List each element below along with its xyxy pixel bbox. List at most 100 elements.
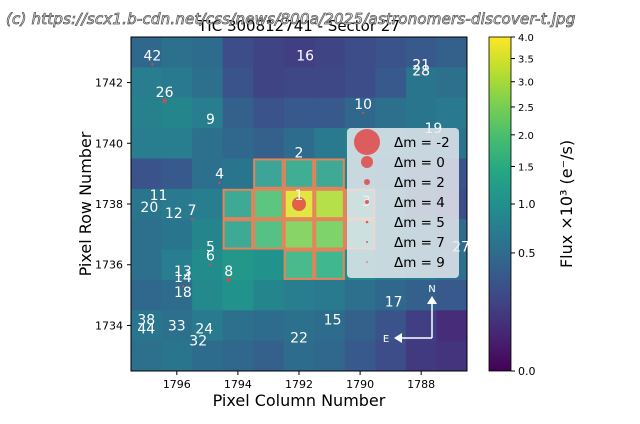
source-marker bbox=[218, 181, 221, 184]
source-label: 26 bbox=[156, 85, 174, 101]
heatmap-pixel bbox=[161, 219, 193, 251]
heatmap-pixel bbox=[436, 97, 468, 129]
source-label: 10 bbox=[354, 97, 372, 113]
source-marker bbox=[151, 63, 154, 66]
source-label: 42 bbox=[143, 48, 161, 64]
heatmap-pixel bbox=[283, 37, 315, 68]
aperture-pixel bbox=[222, 219, 254, 250]
heatmap-pixel bbox=[222, 340, 254, 372]
heatmap-pixel bbox=[314, 279, 346, 311]
colorbar bbox=[488, 36, 512, 372]
aperture-pixel bbox=[314, 219, 345, 250]
colorbar-tick-label: 2.0 bbox=[518, 131, 534, 142]
heatmap-pixel bbox=[253, 158, 285, 190]
source-marker bbox=[181, 284, 185, 288]
heatmap-pixel bbox=[192, 279, 224, 311]
compass-east-label: E bbox=[383, 334, 389, 345]
heatmap-pixel bbox=[344, 310, 376, 342]
heatmap-pixel bbox=[375, 97, 407, 129]
heatmap-pixel bbox=[161, 37, 193, 68]
source-label: 8 bbox=[224, 264, 233, 280]
source-label: 22 bbox=[290, 331, 308, 347]
heatmap-pixel bbox=[314, 249, 346, 281]
heatmap-pixel bbox=[375, 37, 407, 68]
legend-marker bbox=[366, 261, 368, 263]
y-tick-label: 1742 bbox=[95, 77, 123, 90]
x-tick-label: 1794 bbox=[224, 378, 252, 391]
legend-label: Δm = 5 bbox=[394, 215, 445, 231]
aperture-pixel bbox=[283, 158, 315, 189]
heatmap-pixel bbox=[253, 188, 285, 220]
heatmap-pixel bbox=[405, 340, 437, 372]
colorbar-tick-label: 3.0 bbox=[518, 78, 534, 89]
heatmap-pixel bbox=[314, 340, 346, 372]
legend-box bbox=[347, 128, 459, 278]
heatmap-pixel bbox=[192, 188, 224, 220]
source-label: 33 bbox=[168, 319, 186, 335]
source-label: 28 bbox=[412, 64, 430, 80]
heatmap-pixel bbox=[131, 279, 163, 311]
heatmap-pixel bbox=[161, 249, 193, 281]
source-label: 1 bbox=[295, 188, 304, 204]
heatmap-pixel bbox=[192, 128, 224, 159]
legend-label: Δm = -2 bbox=[394, 135, 450, 151]
heatmap-pixel bbox=[192, 219, 224, 251]
heatmap-pixel bbox=[344, 279, 376, 311]
x-tick-label: 1792 bbox=[285, 378, 313, 391]
source-label: 14 bbox=[174, 270, 192, 286]
heatmap-pixel bbox=[314, 158, 346, 190]
heatmap-pixel bbox=[192, 67, 224, 99]
source-label: 2 bbox=[295, 145, 304, 161]
source-label: 11 bbox=[150, 188, 168, 204]
source-marker bbox=[190, 217, 194, 221]
heatmap-pixel bbox=[253, 128, 285, 159]
aperture-pixel bbox=[253, 158, 284, 189]
heatmap-pixel bbox=[375, 279, 407, 311]
heatmap-pixel bbox=[161, 279, 193, 311]
source-label: 9 bbox=[206, 112, 215, 128]
heatmap-pixel bbox=[344, 67, 376, 99]
heatmap-pixel bbox=[436, 37, 468, 68]
heatmap-pixel bbox=[131, 128, 163, 159]
source-marker bbox=[361, 111, 365, 115]
heatmap-pixel bbox=[436, 310, 468, 342]
aperture-pixel bbox=[314, 188, 345, 220]
colorbar-tick-label: 0.5 bbox=[518, 247, 536, 260]
source-label: 20 bbox=[140, 200, 158, 216]
heatmap-pixel bbox=[314, 310, 346, 342]
y-tick-label: 1740 bbox=[95, 137, 123, 150]
image-url-watermark: (c) https://scx1.b-cdn.net/css/news/800a… bbox=[6, 10, 576, 29]
source-label: 4 bbox=[215, 167, 224, 183]
heatmap-pixel bbox=[192, 249, 224, 281]
compass-north-label: N bbox=[428, 284, 435, 295]
colorbar-tick-label: 0.0 bbox=[518, 365, 536, 378]
x-tick-label: 1796 bbox=[163, 378, 191, 391]
heatmap-pixel bbox=[222, 279, 254, 311]
heatmap-pixel bbox=[344, 37, 376, 68]
y-tick-label: 1736 bbox=[95, 259, 123, 272]
heatmap-pixel bbox=[314, 97, 346, 129]
heatmap-pixel bbox=[192, 340, 224, 372]
legend-label: Δm = 7 bbox=[394, 235, 445, 251]
colorbar-label: Flux ×10³ (e⁻/s) bbox=[557, 140, 576, 268]
heatmap-pixel bbox=[222, 67, 254, 99]
x-axis-label: Pixel Column Number bbox=[213, 391, 386, 410]
y-tick-label: 1734 bbox=[95, 319, 123, 332]
source-marker bbox=[162, 98, 167, 103]
source-label: 17 bbox=[385, 294, 403, 310]
heatmap-pixel bbox=[253, 249, 285, 281]
heatmap-pixel bbox=[161, 128, 193, 159]
heatmap-pixel bbox=[283, 279, 315, 311]
heatmap-pixel bbox=[222, 310, 254, 342]
heatmap-pixel bbox=[222, 158, 254, 190]
source-marker bbox=[292, 197, 306, 211]
aperture-pixel bbox=[283, 219, 315, 250]
heatmap-pixel bbox=[161, 310, 193, 342]
x-tick-label: 1790 bbox=[346, 378, 374, 391]
heatmap-pixel bbox=[405, 97, 437, 129]
heatmap-pixel bbox=[161, 188, 193, 220]
heatmap-pixel bbox=[344, 97, 376, 129]
source-marker bbox=[419, 72, 423, 75]
heatmap-pixel bbox=[314, 188, 346, 220]
heatmap-pixel bbox=[131, 340, 163, 372]
